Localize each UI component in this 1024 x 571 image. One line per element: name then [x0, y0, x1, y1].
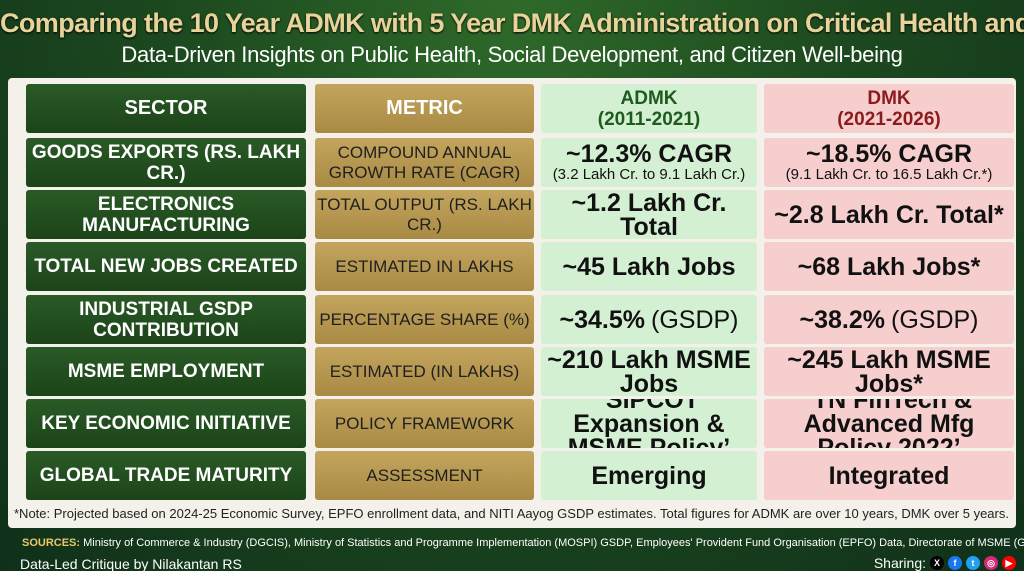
- cell-admk-text: ~1.2 Lakh Cr. Total: [571, 190, 727, 239]
- cell-metric-text: COMPOUND ANNUAL GROWTH RATE (CAGR): [328, 142, 521, 182]
- cell-metric-text: PERCENTAGE SHARE (%): [319, 309, 530, 329]
- sources-line: SOURCES: Ministry of Commerce & Industry…: [22, 537, 1024, 549]
- cell-dmk: ‘TN FinTech & Advanced Mfg Policy 2022’: [764, 399, 1014, 448]
- cell-sector-text: KEY ECONOMIC INITIATIVE: [41, 413, 291, 434]
- cell-dmk-text: ‘TN FinTech & Advanced Mfg Policy 2022’: [803, 399, 975, 448]
- cell-dmk-subtext: (9.1 Lakh Cr. to 16.5 Lakh Cr.*): [785, 166, 993, 183]
- header-admk: ADMK (2011-2021): [541, 84, 757, 133]
- cell-sector: MSME EMPLOYMENT: [26, 347, 306, 396]
- cell-metric: TOTAL OUTPUT (RS. LAKH CR.): [315, 190, 534, 239]
- footnote: *Note: Projected based on 2024-25 Econom…: [14, 506, 1009, 521]
- cell-sector: KEY ECONOMIC INITIATIVE: [26, 399, 306, 448]
- sources-label: SOURCES:: [22, 537, 81, 549]
- page-subtitle: Data-Driven Insights on Public Health, S…: [121, 42, 903, 67]
- cell-admk: ~12.3% CAGR (3.2 Lakh Cr. to 9.1 Lakh Cr.…: [541, 138, 757, 187]
- header-metric: METRIC: [315, 84, 534, 133]
- cell-dmk-text: ~68 Lakh Jobs*: [797, 252, 981, 281]
- cell-metric-text: TOTAL OUTPUT (RS. LAKH CR.): [317, 194, 532, 234]
- cell-admk: Emerging: [541, 451, 757, 500]
- cell-admk: ~45 Lakh Jobs: [541, 242, 757, 291]
- cell-sector: ELECTRONICS MANUFACTURING: [26, 190, 306, 239]
- cell-dmk: ~18.5% CAGR (9.1 Lakh Cr. to 16.5 Lakh Cr…: [764, 138, 1014, 187]
- cell-dmk-text: ~2.8 Lakh Cr. Total*: [774, 200, 1004, 229]
- cell-sector-text: GOODS EXPORTS (RS. LAKH CR.): [31, 141, 301, 184]
- credit-line: Data-Led Critique by Nilakantan RS: [20, 556, 242, 571]
- cell-sector: TOTAL NEW JOBS CREATED: [26, 242, 306, 291]
- cell-sector-text: ELECTRONICS MANUFACTURING: [82, 193, 250, 236]
- cell-dmk-text: ~245 Lakh MSME Jobs*: [787, 347, 991, 396]
- page-title: Comparing the 10 Year ADMK with 5 Year D…: [0, 8, 1024, 38]
- cell-admk-text: ~34.5%: [559, 305, 646, 334]
- header-sector: SECTOR: [26, 84, 306, 133]
- x-icon[interactable]: X: [930, 556, 944, 570]
- cell-dmk-text: Integrated: [828, 461, 950, 490]
- cell-metric: COMPOUND ANNUAL GROWTH RATE (CAGR): [315, 138, 534, 187]
- cell-sector-text: MSME EMPLOYMENT: [67, 361, 265, 382]
- cell-admk-text: ~210 Lakh MSME Jobs: [547, 347, 751, 396]
- cell-metric: ESTIMATED IN LAKHS: [315, 242, 534, 291]
- cell-dmk: ~68 Lakh Jobs*: [764, 242, 1014, 291]
- cell-admk-text: Emerging: [591, 461, 707, 490]
- cell-sector: GOODS EXPORTS (RS. LAKH CR.): [26, 138, 306, 187]
- cell-sector-text: GLOBAL TRADE MATURITY: [39, 465, 293, 486]
- sharing-bar: Sharing: X f t ◎ ▶: [874, 555, 1016, 571]
- cell-metric: ESTIMATED (IN LAKHS): [315, 347, 534, 396]
- cell-admk: ~34.5% (GSDP): [541, 295, 757, 344]
- cell-admk-subtext: (GSDP): [651, 305, 739, 334]
- sources-text: Ministry of Commerce & Industry (DGCIS),…: [83, 537, 1024, 549]
- cell-dmk-text: ~38.2%: [799, 305, 886, 334]
- cell-admk: ~1.2 Lakh Cr. Total: [541, 190, 757, 239]
- cell-admk: ~210 Lakh MSME Jobs: [541, 347, 757, 396]
- cell-metric-text: ESTIMATED IN LAKHS: [335, 256, 514, 276]
- cell-sector: INDUSTRIAL GSDP CONTRIBUTION: [26, 295, 306, 344]
- cell-sector-text: TOTAL NEW JOBS CREATED: [34, 256, 298, 277]
- cell-metric: PERCENTAGE SHARE (%): [315, 295, 534, 344]
- cell-dmk: Integrated: [764, 451, 1014, 500]
- sharing-label: Sharing:: [873, 555, 926, 571]
- youtube-icon[interactable]: ▶: [1002, 556, 1016, 570]
- cell-sector: GLOBAL TRADE MATURITY: [26, 451, 306, 500]
- cell-metric-text: POLICY FRAMEWORK: [334, 413, 515, 433]
- cell-dmk: ~245 Lakh MSME Jobs*: [764, 347, 1014, 396]
- cell-admk: ‘SIPCOT Expansion & MSME Policy’: [541, 399, 757, 448]
- cell-dmk: ~38.2% (GSDP): [764, 295, 1014, 344]
- cell-metric-text: ASSESSMENT: [366, 465, 483, 485]
- facebook-icon[interactable]: f: [948, 556, 962, 570]
- header-dmk: DMK (2021-2026): [764, 84, 1014, 133]
- cell-admk-text: ‘SIPCOT Expansion & MSME Policy’: [567, 399, 731, 448]
- cell-metric: POLICY FRAMEWORK: [315, 399, 534, 448]
- twitter-icon[interactable]: t: [966, 556, 980, 570]
- cell-dmk-text: ~18.5% CAGR: [805, 140, 973, 168]
- cell-metric: ASSESSMENT: [315, 451, 534, 500]
- instagram-icon[interactable]: ◎: [984, 556, 998, 570]
- cell-admk-text: ~12.3% CAGR: [565, 140, 733, 168]
- cell-admk-text: ~45 Lakh Jobs: [562, 252, 736, 281]
- header: Comparing the 10 Year ADMK with 5 Year D…: [0, 0, 1024, 78]
- cell-dmk-subtext: (GSDP): [891, 305, 979, 334]
- cell-admk-subtext: (3.2 Lakh Cr. to 9.1 Lakh Cr.): [552, 166, 746, 183]
- cell-dmk: ~2.8 Lakh Cr. Total*: [764, 190, 1014, 239]
- cell-metric-text: ESTIMATED (IN LAKHS): [329, 361, 520, 381]
- cell-sector-text: INDUSTRIAL GSDP CONTRIBUTION: [79, 298, 253, 341]
